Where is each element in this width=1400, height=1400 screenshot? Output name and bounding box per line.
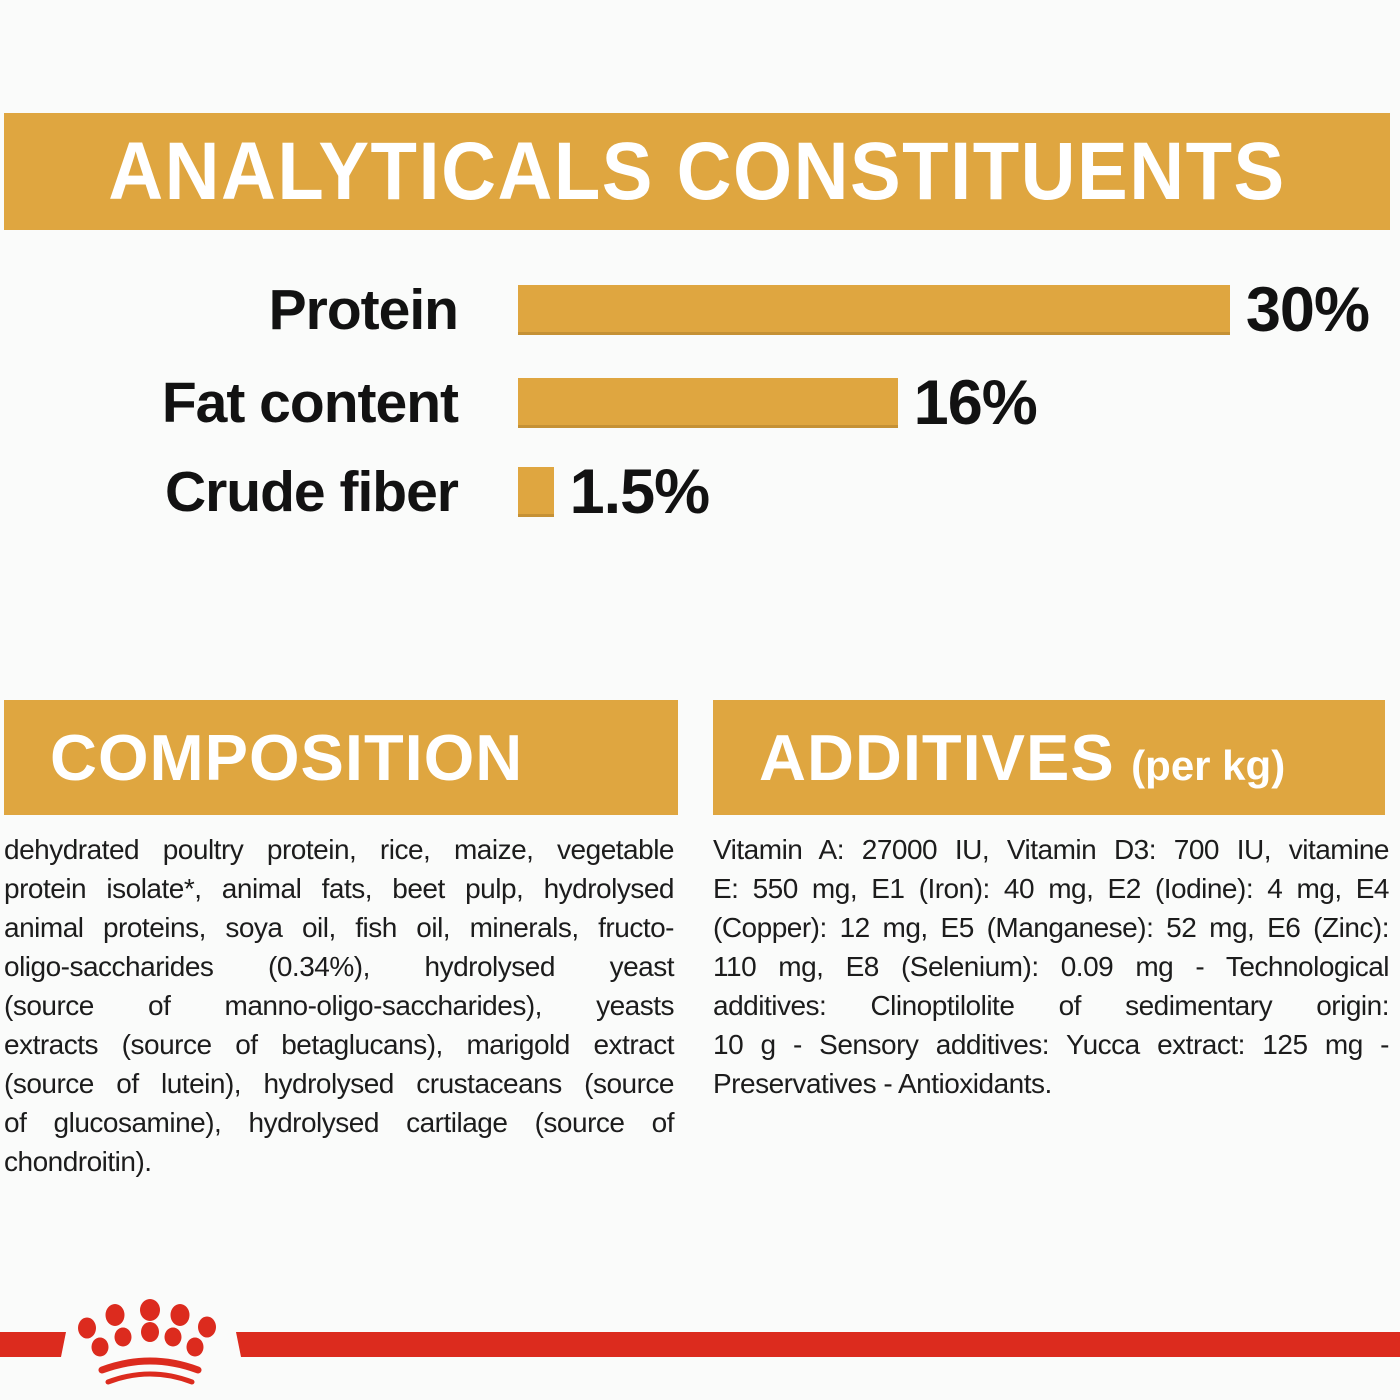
- crown-pearl: [78, 1317, 96, 1339]
- crown-pearl: [140, 1299, 160, 1321]
- additives-text-line: Vitamin A: 27000 IU, Vitamin D3: 700 IU,…: [713, 834, 1390, 865]
- additives-text-line: 10 g - Sensory additives: Yucca extract:…: [713, 1029, 1390, 1060]
- red-ribbon-right: [236, 1332, 1400, 1357]
- composition-text: dehydrated poultry protein, rice, maize,…: [4, 830, 675, 1181]
- composition-text-line: oligo-saccharides (0.34%), hydrolysed ye…: [4, 951, 675, 982]
- composition-title: COMPOSITION: [50, 721, 524, 794]
- composition-text-line: extracts (source of betaglucans), marigo…: [4, 1029, 675, 1060]
- crown-pearl: [164, 1327, 182, 1347]
- additives-text-line: Preservatives - Antioxidants.: [713, 1068, 1052, 1099]
- additives-text-line: additives: Clinoptilolite of sedimentary…: [713, 990, 1390, 1021]
- additives-unit-label: (per kg): [1131, 742, 1286, 789]
- analyticals-banner: ANALYTICALS CONSTITUENTS: [4, 113, 1390, 230]
- crown-arc: [98, 1357, 202, 1374]
- fat-content-bar-track: 16%: [518, 368, 1038, 438]
- additives-text-line: E: 550 mg, E1 (Iron): 40 mg, E2 (Iodine)…: [713, 873, 1390, 904]
- royal-canin-crown-icon: [78, 1299, 216, 1385]
- composition-text-line: of glucosamine), hydrolysed cartilage (s…: [4, 1107, 675, 1138]
- additives-text-line: (Copper): 12 mg, E5 (Manganese): 52 mg, …: [713, 912, 1390, 943]
- protein-bar-track: 30%: [518, 275, 1370, 345]
- crown-pearl: [198, 1316, 216, 1338]
- fat-content-value: 16%: [913, 368, 1038, 438]
- crude-fiber-value: 1.5%: [569, 457, 711, 527]
- composition-text-line: protein isolate*, animal fats, beet pulp…: [4, 873, 675, 904]
- composition-banner: COMPOSITION: [4, 700, 678, 815]
- additives-text-line: 110 mg, E8 (Selenium): 0.09 mg - Technol…: [713, 951, 1390, 982]
- crude-fiber-bar-track: 1.5%: [518, 457, 710, 527]
- composition-text-line: (source of lutein), hydrolysed crustacea…: [4, 1068, 675, 1099]
- crown-pearl: [170, 1304, 190, 1326]
- chart-row-protein: Protein 30%: [0, 275, 1400, 345]
- chart-row-fat-content: Fat content 16%: [0, 368, 1400, 438]
- crown-pearl: [141, 1322, 159, 1342]
- protein-value: 30%: [1245, 275, 1370, 345]
- crown-pearl: [186, 1337, 204, 1357]
- red-ribbon-left: [0, 1332, 66, 1357]
- composition-text-line: dehydrated poultry protein, rice, maize,…: [4, 834, 675, 865]
- crown-pearl: [105, 1304, 125, 1326]
- fat-content-bar: [518, 378, 898, 428]
- analyticals-title: ANALYTICALS CONSTITUENTS: [108, 125, 1286, 218]
- additives-text: Vitamin A: 27000 IU, Vitamin D3: 700 IU,…: [713, 830, 1390, 1103]
- composition-text-line: animal proteins, soya oil, fish oil, min…: [4, 912, 675, 943]
- composition-text-line: chondroitin).: [4, 1146, 152, 1177]
- protein-bar: [518, 285, 1230, 335]
- protein-label: Protein: [268, 278, 459, 342]
- crown-pearl: [91, 1337, 109, 1357]
- crude-fiber-bar: [518, 467, 554, 517]
- composition-text-line: (source of manno-oligo-saccharides), yea…: [4, 990, 675, 1021]
- additives-banner: ADDITIVES (per kg): [713, 700, 1385, 815]
- fat-content-label: Fat content: [161, 371, 459, 435]
- chart-row-crude-fiber: Crude fiber 1.5%: [0, 457, 1400, 527]
- additives-title: ADDITIVES: [759, 721, 1115, 794]
- crown-pearl: [114, 1327, 132, 1347]
- crude-fiber-label: Crude fiber: [164, 460, 459, 524]
- crown-arc: [105, 1371, 195, 1385]
